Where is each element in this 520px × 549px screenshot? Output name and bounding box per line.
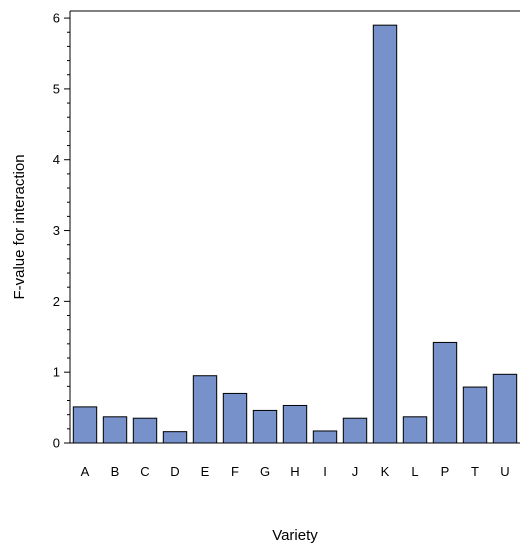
bar-a [72,406,98,444]
x-tick-label: C [140,464,149,479]
bar-l [402,416,428,444]
x-tick-label: E [201,464,210,479]
x-tick-label: B [111,464,120,479]
x-tick-label: U [500,464,509,479]
y-tick-label: 3 [53,223,60,238]
x-tick-label: T [471,464,479,479]
x-tick-label: L [411,464,418,479]
y-tick-label: 4 [53,152,60,167]
bar-i [312,430,338,444]
bar-g [252,409,278,444]
y-tick-label: 2 [53,294,60,309]
x-tick-label: P [441,464,450,479]
bar-f [222,392,248,444]
x-tick-label: A [81,464,90,479]
x-tick-label: D [170,464,179,479]
y-axis-title: F-value for interaction [11,154,28,299]
bar-t [462,386,488,444]
x-axis-title: Variety [272,527,318,544]
x-tick-label: H [290,464,299,479]
y-tick-label: 1 [53,365,60,380]
bar-u [492,373,518,444]
bar-k [372,24,398,444]
bar-d [162,431,188,444]
x-tick-label: F [231,464,239,479]
x-tick-label: I [323,464,327,479]
y-tick-label: 6 [53,11,60,26]
y-tick-label: 0 [53,436,60,451]
bar-e [192,375,218,444]
bar-j [342,417,368,444]
y-tick-label: 5 [53,81,60,96]
y-axis-ticks: 0 1 2 3 4 5 6 [53,11,70,451]
bar-h [282,404,308,444]
x-tick-label: K [381,464,390,479]
x-tick-label: G [260,464,270,479]
x-tick-label: J [352,464,359,479]
bar-c [132,417,158,444]
bar-b [102,416,128,444]
bars-group [72,24,518,444]
bar-p [432,341,458,444]
